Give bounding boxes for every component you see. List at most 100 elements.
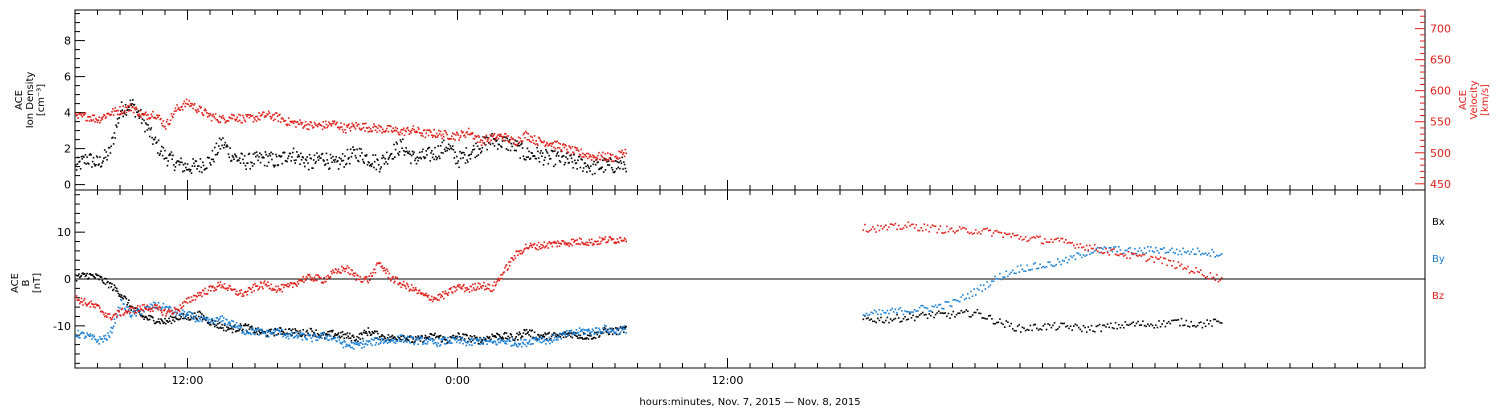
bx-point [547,332,550,335]
by-point [274,330,276,332]
bz-point [79,302,81,305]
bz-point [912,223,914,226]
velocity-point [345,124,348,127]
bz-point [413,289,415,292]
bx-point [1084,326,1086,329]
bz-point [138,310,141,312]
by-point [517,345,519,348]
bz-point [161,311,163,314]
bx-point [875,321,877,324]
by-point [574,332,576,334]
velocity-point [349,127,351,129]
bz-point [1050,238,1053,241]
bx-point [480,339,483,342]
velocity-point [311,124,313,127]
by-point [303,333,305,336]
bz-point [440,294,443,296]
by-point [356,341,358,344]
bx-point [1155,324,1157,326]
velocity-point [411,128,414,130]
by-point [107,334,110,337]
bx-point [364,332,366,334]
bx-point [960,309,963,312]
bx-point [174,316,177,318]
bx-point [419,340,422,342]
bz-point [535,248,537,250]
bz-point [925,228,927,231]
density-point [162,146,165,149]
bx-point [1145,325,1147,328]
density-point [422,156,425,158]
velocity-point [90,119,92,121]
bx-point [114,286,116,289]
bz-point [521,252,523,255]
velocity-point [430,131,432,133]
density-point [244,164,247,167]
bz-point [1037,236,1040,238]
by-point [524,343,526,346]
by-point [187,314,190,316]
by-point [340,342,342,344]
by-point [878,308,881,311]
velocity-point [198,105,201,108]
bz-point [107,313,109,315]
velocity-point [112,114,115,116]
bz-point [562,240,565,243]
velocity-point [177,106,180,109]
velocity-point [369,130,371,133]
density-point [611,169,614,171]
velocity-point [216,119,218,121]
density-point [521,142,523,145]
bz-point [1097,250,1099,253]
density-point [295,159,297,161]
velocity-point [155,117,157,120]
velocity-point [436,136,439,138]
bx-point [165,322,167,325]
bx-point [185,318,188,321]
bx-point [284,328,287,331]
by-point [85,336,87,338]
bz-point [538,246,541,248]
bz-point [257,288,259,291]
bx-point [406,337,408,339]
bx-point [312,334,314,337]
bx-point [193,312,196,314]
by-point [222,317,225,319]
bx-point [391,334,394,337]
velocity-point [356,125,358,127]
density-point [490,135,492,137]
bx-point [557,334,559,337]
velocity-point [83,113,86,116]
velocity-point [533,135,536,137]
by-point [1195,253,1197,255]
velocity-point [486,140,488,143]
bz-point [591,244,594,247]
density-point [247,162,249,164]
by-point [928,310,930,312]
by-point [176,311,178,314]
bz-point [261,286,263,288]
by-point [341,343,343,345]
density-point [471,151,473,153]
bx-point [1066,325,1069,327]
density-point [195,160,198,163]
bx-point [347,335,349,337]
density-point [593,160,595,163]
bz-point [967,231,969,233]
bx-point [443,338,446,341]
density-point [214,146,216,149]
bx-point [931,311,934,313]
by-point [120,299,123,302]
density-point [350,155,353,158]
bz-point [971,233,974,235]
bz-point [1169,260,1172,262]
bx-point [533,331,536,334]
velocity-point [126,106,128,109]
bz-point [578,243,580,245]
density-point [511,145,513,148]
velocity-point [254,118,256,121]
bz-point [200,291,202,294]
density-point [429,160,431,162]
bx-point [367,327,370,329]
by-point [414,341,416,344]
